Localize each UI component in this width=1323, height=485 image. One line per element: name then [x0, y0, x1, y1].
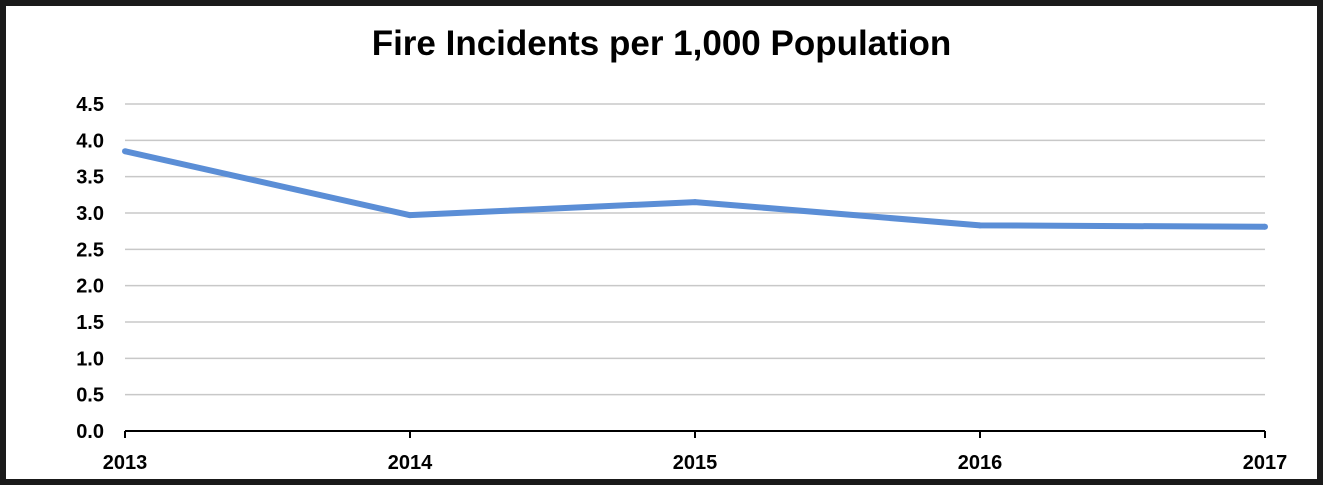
- x-tick-label: 2015: [673, 452, 718, 474]
- y-tick-label: 3.5: [76, 167, 104, 189]
- series-layer: [122, 148, 1268, 230]
- data-point: [122, 148, 128, 155]
- x-tick-label: 2016: [958, 452, 1003, 474]
- gridlines: [125, 103, 1265, 396]
- x-axis: [124, 430, 1266, 438]
- y-tick-label: 1.5: [76, 312, 104, 334]
- series-line: [124, 148, 1266, 230]
- y-tick-label: 2.0: [76, 276, 104, 298]
- x-axis-tick-labels: 2013 2014 2015 2016 2017: [103, 452, 1288, 474]
- y-tick-label: 2.5: [76, 239, 104, 261]
- data-point: [692, 199, 698, 206]
- data-point: [407, 212, 413, 219]
- chart-title: Fire Incidents per 1,000 Population: [371, 24, 952, 63]
- data-point: [1262, 223, 1268, 230]
- y-tick-label: 4.5: [76, 94, 104, 116]
- data-point: [977, 222, 983, 229]
- y-tick-label: 0.0: [76, 421, 104, 443]
- x-tick-label: 2014: [388, 452, 433, 474]
- x-tick-label: 2013: [103, 452, 148, 474]
- y-tick-label: 0.5: [76, 385, 104, 407]
- y-tick-label: 3.0: [76, 203, 104, 225]
- y-axis-tick-labels: 0.0 0.5 1.0 1.5 2.0 2.5 3.0 3.5 4.0 4.5: [76, 94, 104, 443]
- x-tick-label: 2017: [1243, 452, 1288, 474]
- y-tick-label: 4.0: [76, 130, 104, 152]
- y-tick-label: 1.0: [76, 348, 104, 370]
